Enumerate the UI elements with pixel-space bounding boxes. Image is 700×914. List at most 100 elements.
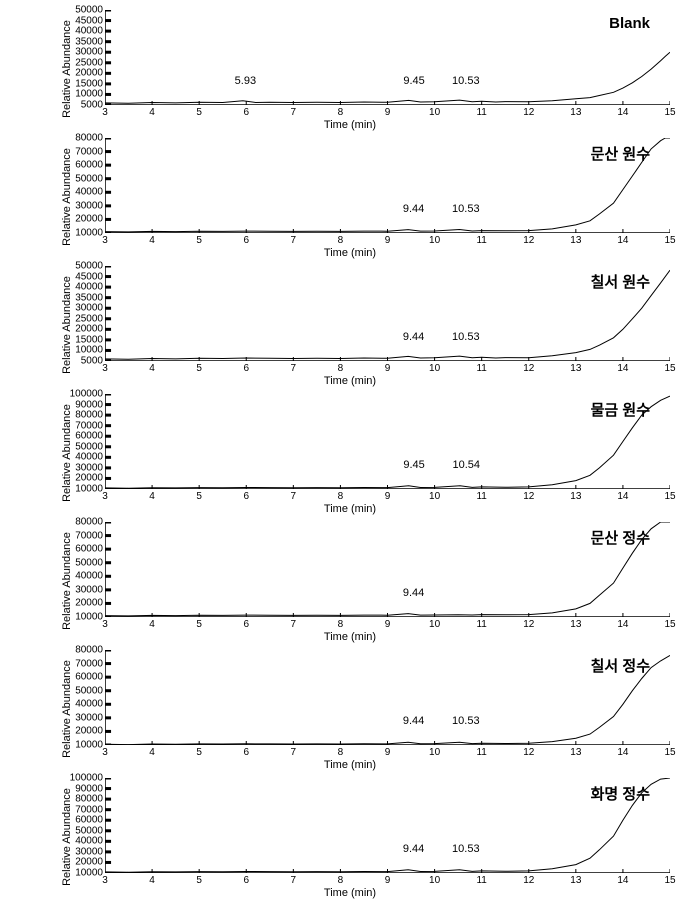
x-tick-label: 9 bbox=[385, 107, 391, 118]
y-tick-label: 30000 bbox=[75, 303, 103, 314]
x-tick-label: 6 bbox=[243, 107, 249, 118]
x-tick-label: 7 bbox=[291, 491, 297, 502]
x-tick-label: 8 bbox=[338, 235, 344, 246]
peak-label: 9.44 bbox=[403, 331, 424, 343]
x-tick-label: 8 bbox=[338, 619, 344, 630]
y-ticks: 1000020000300004000050000600007000080000… bbox=[65, 394, 105, 489]
plot-area bbox=[105, 138, 670, 233]
x-tick-label: 4 bbox=[149, 491, 155, 502]
y-ticks: 1000020000300004000050000600007000080000 bbox=[65, 138, 105, 233]
x-tick-label: 14 bbox=[617, 491, 628, 502]
x-tick-label: 9 bbox=[385, 619, 391, 630]
x-tick-label: 15 bbox=[664, 619, 675, 630]
x-tick-label: 13 bbox=[570, 875, 581, 886]
peak-label: 10.53 bbox=[452, 75, 480, 87]
x-tick-label: 8 bbox=[338, 107, 344, 118]
x-tick-label: 7 bbox=[291, 747, 297, 758]
y-tick-label: 20000 bbox=[75, 324, 103, 335]
peak-label: 10.53 bbox=[452, 331, 480, 343]
y-tick-label: 30000 bbox=[75, 712, 103, 723]
x-tick-label: 14 bbox=[617, 363, 628, 374]
y-tick-label: 20000 bbox=[75, 598, 103, 609]
x-tick-label: 11 bbox=[476, 747, 486, 758]
y-tick-label: 50000 bbox=[75, 173, 103, 184]
y-tick-label: 30000 bbox=[75, 584, 103, 595]
x-tick-label: 13 bbox=[570, 747, 581, 758]
x-tick-label: 6 bbox=[243, 875, 249, 886]
y-tick-label: 50000 bbox=[75, 685, 103, 696]
x-tick-label: 8 bbox=[338, 747, 344, 758]
y-tick-label: 30000 bbox=[75, 200, 103, 211]
y-tick-label: 10000 bbox=[75, 612, 103, 623]
y-tick-label: 60000 bbox=[75, 815, 103, 826]
y-tick-label: 30000 bbox=[75, 462, 103, 473]
peak-label: 10.53 bbox=[452, 843, 480, 855]
y-tick-label: 20000 bbox=[75, 68, 103, 79]
x-tick-label: 7 bbox=[291, 235, 297, 246]
x-tick-label: 3 bbox=[102, 491, 108, 502]
x-ticks: 3456789101112131415 bbox=[105, 491, 670, 503]
y-tick-label: 20000 bbox=[75, 214, 103, 225]
x-tick-label: 10 bbox=[429, 619, 440, 630]
x-tick-label: 10 bbox=[429, 107, 440, 118]
x-ticks: 3456789101112131415 bbox=[105, 363, 670, 375]
y-tick-label: 40000 bbox=[75, 282, 103, 293]
y-tick-label: 60000 bbox=[75, 672, 103, 683]
x-tick-label: 4 bbox=[149, 107, 155, 118]
x-tick-label: 13 bbox=[570, 235, 581, 246]
y-tick-label: 35000 bbox=[75, 36, 103, 47]
x-tick-label: 8 bbox=[338, 491, 344, 502]
x-ticks: 3456789101112131415 bbox=[105, 747, 670, 759]
x-tick-label: 4 bbox=[149, 363, 155, 374]
y-tick-label: 40000 bbox=[75, 187, 103, 198]
chart-munsan-raw: Relative Abundance1000020000300004000050… bbox=[10, 133, 690, 261]
y-tick-label: 40000 bbox=[75, 699, 103, 710]
x-tick-label: 4 bbox=[149, 747, 155, 758]
y-tick-label: 5000 bbox=[81, 100, 103, 111]
x-tick-label: 7 bbox=[291, 619, 297, 630]
y-tick-label: 70000 bbox=[75, 146, 103, 157]
y-tick-label: 30000 bbox=[75, 47, 103, 58]
peak-label: 9.44 bbox=[403, 203, 424, 215]
x-tick-label: 11 bbox=[476, 875, 486, 886]
x-tick-label: 11 bbox=[476, 491, 486, 502]
y-tick-label: 60000 bbox=[75, 431, 103, 442]
y-tick-label: 20000 bbox=[75, 473, 103, 484]
x-tick-label: 7 bbox=[291, 363, 297, 374]
y-tick-label: 20000 bbox=[75, 857, 103, 868]
x-ticks: 3456789101112131415 bbox=[105, 235, 670, 247]
y-tick-label: 50000 bbox=[75, 825, 103, 836]
y-tick-label: 40000 bbox=[75, 452, 103, 463]
x-tick-label: 14 bbox=[617, 107, 628, 118]
y-tick-label: 40000 bbox=[75, 836, 103, 847]
x-tick-label: 3 bbox=[102, 875, 108, 886]
y-tick-label: 90000 bbox=[75, 783, 103, 794]
x-tick-label: 6 bbox=[243, 363, 249, 374]
y-tick-label: 50000 bbox=[75, 261, 103, 272]
x-tick-label: 8 bbox=[338, 875, 344, 886]
x-tick-label: 5 bbox=[196, 747, 202, 758]
x-axis-label: Time (min) bbox=[324, 119, 376, 131]
plot-area bbox=[105, 266, 670, 361]
y-tick-label: 10000 bbox=[75, 740, 103, 751]
x-tick-label: 5 bbox=[196, 235, 202, 246]
x-axis-label: Time (min) bbox=[324, 887, 376, 899]
x-tick-label: 6 bbox=[243, 747, 249, 758]
peak-label: 5.93 bbox=[235, 75, 256, 87]
chart-legend: 문산 정수 bbox=[591, 527, 650, 548]
chart-mulgeum-raw: Relative Abundance1000020000300004000050… bbox=[10, 389, 690, 517]
chart-chilseo-raw: Relative Abundance5000100001500020000250… bbox=[10, 261, 690, 389]
x-tick-label: 12 bbox=[523, 107, 534, 118]
y-tick-label: 80000 bbox=[75, 410, 103, 421]
y-tick-label: 50000 bbox=[75, 557, 103, 568]
chart-legend: 화명 정수 bbox=[591, 783, 650, 804]
x-tick-label: 11 bbox=[476, 619, 486, 630]
y-tick-label: 10000 bbox=[75, 345, 103, 356]
x-tick-label: 3 bbox=[102, 107, 108, 118]
plot-area bbox=[105, 394, 670, 489]
x-axis-label: Time (min) bbox=[324, 375, 376, 387]
chart-legend: 칠서 정수 bbox=[591, 655, 650, 676]
y-tick-label: 15000 bbox=[75, 78, 103, 89]
y-tick-label: 100000 bbox=[70, 773, 103, 784]
x-tick-label: 14 bbox=[617, 235, 628, 246]
